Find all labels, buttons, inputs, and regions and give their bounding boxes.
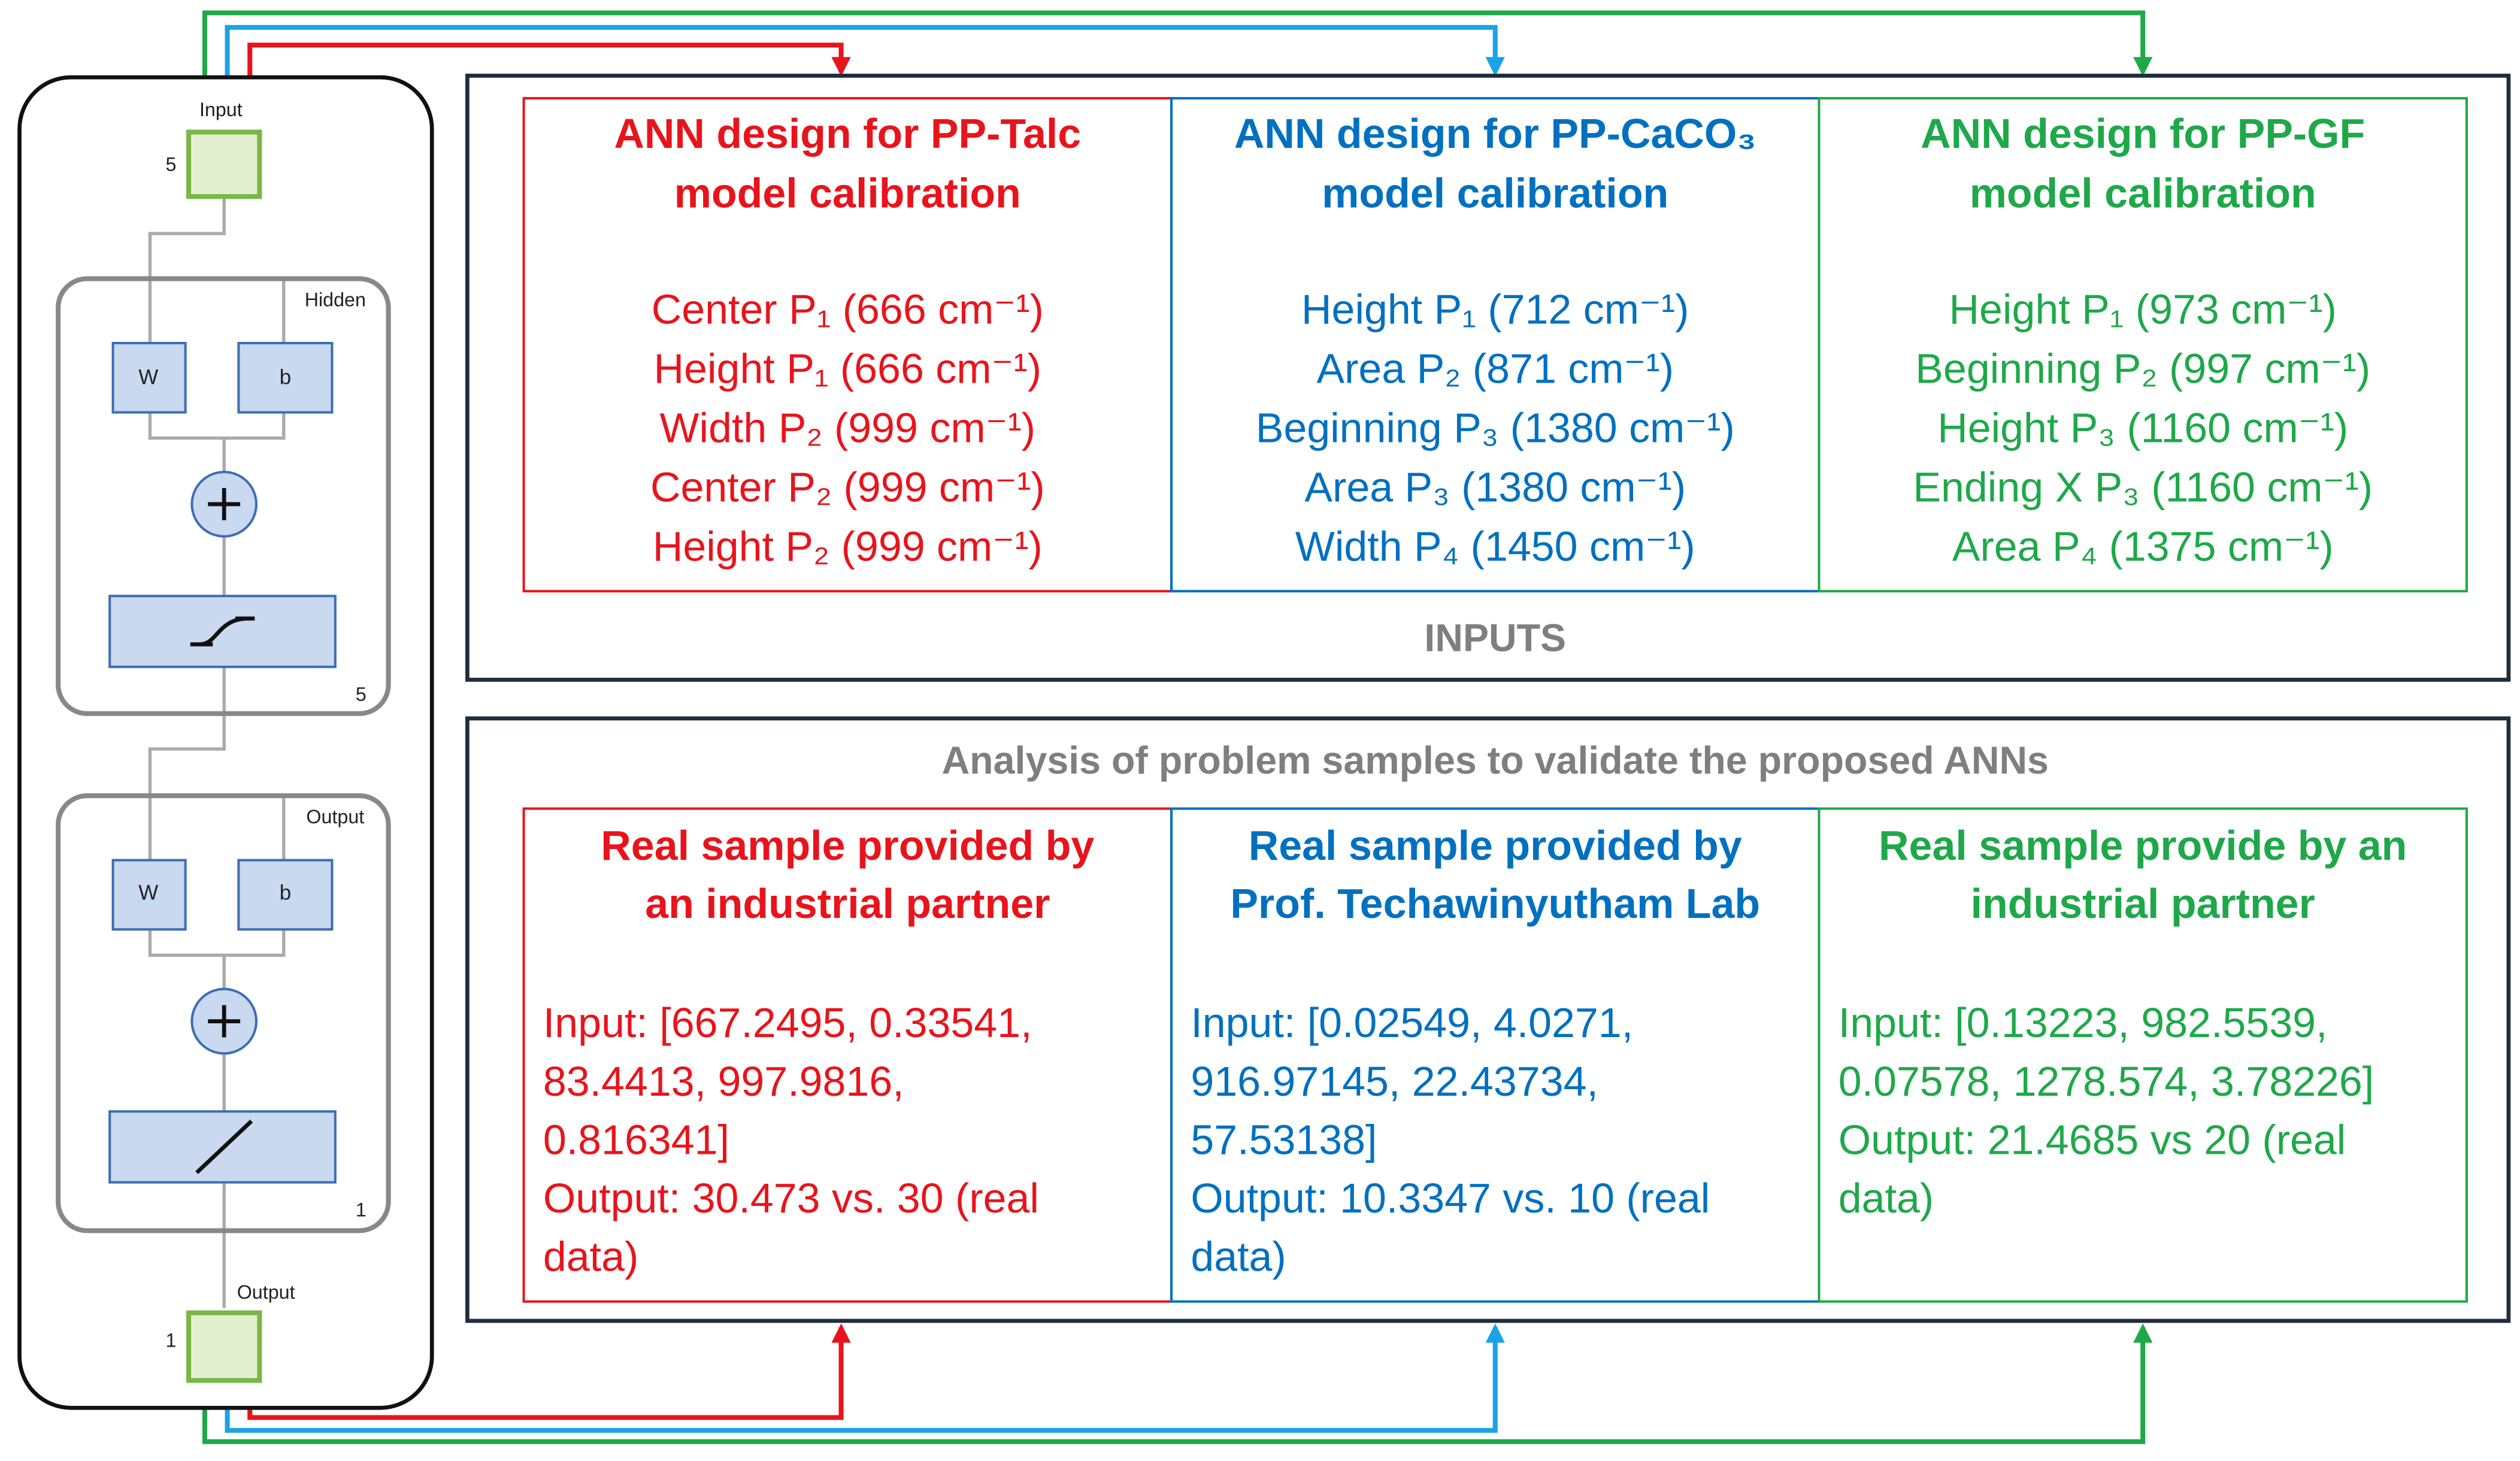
sample-title: Prof. Techawinyutham Lab	[1230, 880, 1760, 927]
input-column	[1818, 97, 2468, 593]
sample-line: Output: 21.4685 vs 20 (real	[1838, 1116, 2346, 1163]
validation-panel	[465, 716, 2511, 1323]
sample-line: Output: 10.3347 vs. 10 (real	[1191, 1175, 1710, 1221]
sample-line: 916.97145, 22.43734,	[1191, 1058, 1598, 1105]
input-item: Beginning P₃ (1380 cm⁻¹)	[1256, 404, 1735, 451]
sample-line: data)	[1838, 1175, 1934, 1221]
input-item: Height P₂ (999 cm⁻¹)	[653, 523, 1043, 569]
sample-line: 83.4413, 997.9816,	[543, 1058, 904, 1105]
sample-title: an industrial partner	[645, 880, 1050, 927]
sample-title: Real sample provide by an	[1879, 822, 2407, 869]
net-label: 5	[165, 154, 176, 175]
input-item: Height P₁ (973 cm⁻¹)	[1949, 286, 2337, 332]
input-item: Beginning P₂ (997 cm⁻¹)	[1915, 345, 2370, 392]
sample-line: 0.816341]	[543, 1116, 729, 1163]
net-label: Output	[306, 806, 364, 828]
network-panel	[17, 75, 434, 1410]
input-item: Area P₄ (1375 cm⁻¹)	[1952, 523, 2334, 569]
arrows	[202, 10, 2153, 1444]
sample-line: Output: 30.473 vs. 30 (real	[543, 1175, 1039, 1221]
net-label: W	[138, 881, 158, 904]
net-label: Hidden	[305, 289, 366, 311]
validation-title: Analysis of problem samples to validate …	[942, 739, 2049, 782]
net-label: 1	[165, 1329, 176, 1351]
input-item: Area P₃ (1380 cm⁻¹)	[1304, 463, 1686, 510]
column-title: ANN design for PP-CaCO₃	[1234, 110, 1756, 157]
net-label: b	[280, 365, 291, 389]
sample-title: Real sample provided by	[1249, 822, 1742, 869]
sample-line: Input: [0.02549, 4.0271,	[1191, 999, 1633, 1046]
sample-line: data)	[543, 1233, 638, 1280]
net-label: Input	[199, 99, 243, 120]
input-item: Height P₁ (666 cm⁻¹)	[654, 345, 1041, 392]
sample-title: Real sample provided by	[601, 822, 1094, 869]
input-item: Center P₂ (999 cm⁻¹)	[650, 463, 1045, 510]
sample-line: 0.07578, 1278.574, 3.78226]	[1838, 1058, 2374, 1105]
net-label: W	[138, 365, 158, 389]
input-item: Area P₂ (871 cm⁻¹)	[1317, 345, 1674, 392]
net-label: Output	[237, 1281, 295, 1303]
input-item: Height P₁ (712 cm⁻¹)	[1301, 286, 1689, 332]
sample-line: 57.53138]	[1191, 1116, 1377, 1163]
sample-line: data)	[1191, 1233, 1286, 1280]
sample-column	[1818, 807, 2468, 1303]
column-title: ANN design for PP-GF	[1921, 110, 2365, 157]
inputs-label: INPUTS	[1424, 617, 1566, 660]
column-title: model calibration	[674, 170, 1021, 217]
input-item: Height P₃ (1160 cm⁻¹)	[1937, 404, 2348, 451]
sample-line: Input: [667.2495, 0.33541,	[543, 999, 1032, 1046]
input-item: Center P₁ (666 cm⁻¹)	[652, 286, 1044, 332]
sample-line: Input: [0.13223, 982.5539,	[1838, 999, 2328, 1046]
sample-title: industrial partner	[1971, 880, 2315, 927]
column-title: model calibration	[1322, 170, 1668, 217]
content: Input 5 Hidden W b 5 Output W b 1 Output 1 ANN desig…	[138, 97, 2468, 1351]
inputs-panel	[465, 74, 2511, 682]
net-label: b	[280, 881, 291, 904]
net-label: 1	[356, 1199, 367, 1221]
column-title: model calibration	[1970, 170, 2316, 217]
input-item: Width P₄ (1450 cm⁻¹)	[1295, 523, 1695, 569]
column-title: ANN design for PP-Talc	[614, 110, 1081, 157]
input-item: Ending X P₃ (1160 cm⁻¹)	[1913, 463, 2373, 510]
input-item: Width P₂ (999 cm⁻¹)	[660, 404, 1036, 451]
net-label: 5	[356, 684, 367, 705]
